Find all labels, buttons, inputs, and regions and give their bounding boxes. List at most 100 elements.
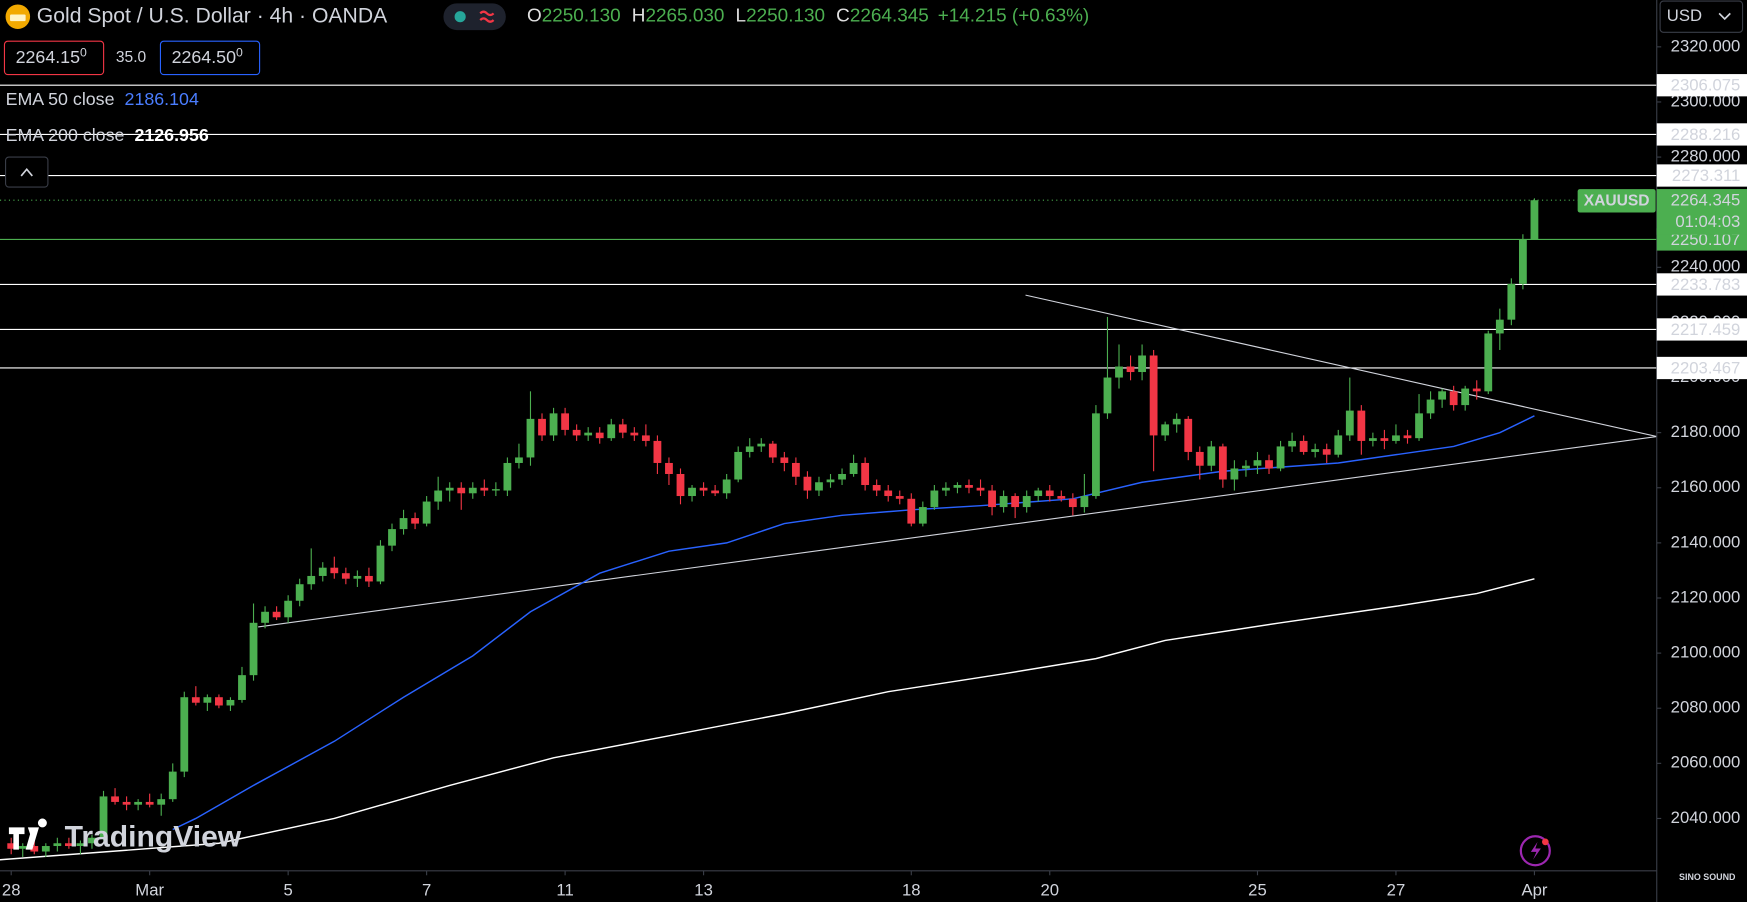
candle-body [215,697,223,706]
candle-body [111,796,119,802]
candle-body [1530,200,1539,240]
ema50-legend[interactable]: EMA 50 close 2186.104 [6,89,199,109]
candle-body [653,440,662,463]
candle-body [907,498,916,524]
candle-body [988,490,996,508]
candle-body [1472,388,1481,392]
candle-body [1195,451,1204,466]
candle-body [665,462,673,474]
x-tick-label: 28 [2,880,21,899]
candle-body [1149,355,1158,436]
x-tick-label: 5 [284,880,293,899]
level-label: 2217.459 [1671,320,1741,339]
candle-body [1022,496,1031,508]
candle-body [1392,435,1400,441]
candle-body [1299,440,1308,452]
market-open-dot [454,11,466,23]
candle-body [1057,496,1066,499]
candle-body [226,699,235,706]
candle-body [641,435,650,441]
candle-body [88,837,96,844]
candle-body [826,479,835,483]
alerts-button[interactable] [1519,835,1551,867]
candle-body [630,432,639,436]
y-tick-label: 2280.000 [1671,146,1741,165]
symbol-label: XAUUSD [1584,192,1650,209]
watermark: SINO SOUND [1679,872,1736,882]
ema200-legend[interactable]: EMA 200 close 2126.956 [6,125,209,145]
x-tick-label: 13 [694,880,713,899]
ohlc-value: 2250.130 [746,6,825,27]
candle-body [768,443,777,458]
candle-body [1322,449,1331,455]
y-tick-label: 2060.000 [1671,753,1741,772]
candle-body [445,487,454,491]
candle-body [526,418,535,458]
ohlc-value: 2264.345 [850,6,929,27]
candle-body [53,843,62,847]
candle-body [341,573,350,579]
candle-body [480,487,489,491]
candle-body [1218,446,1227,480]
candle-body [30,846,39,852]
candle-body [676,473,685,497]
candle-body [1507,283,1516,320]
y-tick-label: 2320.000 [1671,36,1741,55]
data-delay-icon [479,10,495,23]
y-tick-label: 2180.000 [1671,422,1741,441]
ema50-name: EMA 50 close [6,89,115,109]
currency-chevron [1718,12,1731,21]
candle-body [41,846,50,852]
candle-body [1518,239,1527,284]
symbol-label-box [1577,189,1656,213]
currency-select[interactable] [1659,0,1744,33]
ask-pip: 0 [236,46,243,60]
candle-body [1345,410,1354,436]
candle-body [734,451,743,480]
candle-body [1184,418,1193,452]
y-tick-label: 2080.000 [1671,698,1741,717]
candle-body [76,843,85,847]
candle-body [1138,355,1146,373]
ohlc-readout: O2250.130 H2265.030 L2250.130 C2264.345 +14.… [527,6,1089,27]
candle-body [1068,498,1077,508]
symbol-title[interactable]: Gold Spot / U.S. Dollar · 4h · OANDA [37,4,388,27]
candle-body [353,575,362,579]
level-label: 2288.216 [1671,125,1741,144]
collapse-legend-button[interactable] [5,156,49,188]
candle-body [307,575,316,585]
candle-body [780,457,789,463]
currency: USD [1667,6,1702,25]
candle-body [365,575,373,582]
sell-button[interactable] [3,40,105,76]
plot-area [0,84,1657,861]
candle-body [538,418,546,436]
candle-body [584,432,593,436]
candle-body [168,771,177,800]
candle-body [422,501,431,524]
candle-body [999,496,1008,508]
candle-body [1438,391,1447,400]
ohlc-key: H [632,6,646,27]
ask-price: 2264.50 [172,47,236,67]
candle-body [1230,468,1239,480]
candle-body [399,518,408,530]
status-pill[interactable] [443,3,506,31]
candle-body [849,462,858,474]
ema-line [0,578,1535,861]
x-tick-label: 7 [422,880,431,899]
candle-body [895,496,904,499]
candle-body [1242,465,1250,469]
sell-price[interactable]: 2264.150 [16,46,87,67]
candle-body [99,796,108,838]
candle-body [457,487,466,494]
candle-body [376,545,385,582]
buy-price[interactable]: 2264.500 [172,46,243,67]
candle-body [1461,388,1470,406]
buy-button[interactable] [159,40,261,76]
candle-body [572,429,581,436]
level-label-box [1656,74,1747,97]
candle-body [388,529,396,546]
